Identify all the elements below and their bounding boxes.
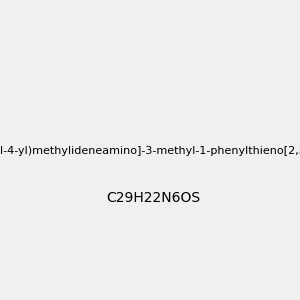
Text: C29H22N6OS: C29H22N6OS <box>107 191 201 205</box>
Text: N-[(Z)-(1,3-diphenylpyrazol-4-yl)methylideneamino]-3-methyl-1-phenylthieno[2,3-c: N-[(Z)-(1,3-diphenylpyrazol-4-yl)methyli… <box>0 146 300 157</box>
